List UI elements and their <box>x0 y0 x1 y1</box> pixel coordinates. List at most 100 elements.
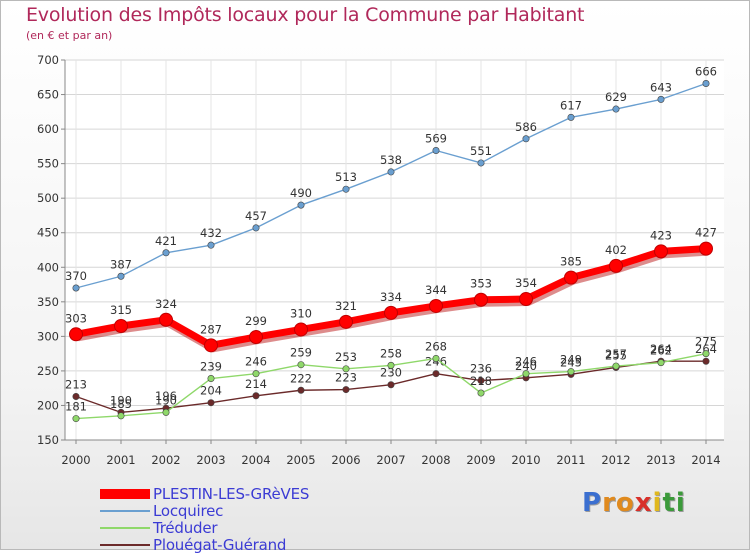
data-point <box>477 377 485 385</box>
legend-item: Tréduder <box>100 519 309 537</box>
data-label: 181 <box>65 400 87 414</box>
data-label: 569 <box>425 132 447 146</box>
data-label: 204 <box>200 384 222 398</box>
data-label: 262 <box>650 344 672 358</box>
logo-letter: o <box>615 488 635 518</box>
data-label: 354 <box>515 276 537 290</box>
data-label: 315 <box>110 303 132 317</box>
logo-letter: i <box>675 488 686 518</box>
data-point <box>564 270 578 285</box>
data-label: 385 <box>560 255 582 269</box>
x-tick-label: 2000 <box>61 453 90 467</box>
x-tick-label: 2010 <box>511 453 540 467</box>
data-point <box>204 338 218 353</box>
x-tick-label: 2014 <box>691 453 720 467</box>
data-point <box>342 386 350 394</box>
data-point <box>339 314 353 329</box>
x-tick-label: 2012 <box>601 453 630 467</box>
x-tick-label: 2013 <box>646 453 675 467</box>
data-label: 629 <box>605 90 627 104</box>
data-label: 321 <box>335 299 357 313</box>
x-tick-label: 2009 <box>466 453 495 467</box>
plot-area <box>65 60 724 440</box>
data-label: 370 <box>65 269 87 283</box>
data-point <box>249 330 263 345</box>
data-label: 222 <box>290 371 312 385</box>
legend: PLESTIN-LES-GRèVES Locquirec Tréduder Pl… <box>100 485 309 554</box>
data-label: 264 <box>695 342 717 356</box>
data-label: 344 <box>425 283 447 297</box>
data-label: 213 <box>65 377 87 391</box>
data-point <box>387 361 395 369</box>
x-tick-label: 2001 <box>106 453 135 467</box>
data-label: 259 <box>290 346 312 360</box>
data-point <box>522 370 530 378</box>
data-point <box>522 135 530 143</box>
y-tick-label: 600 <box>37 122 59 136</box>
data-label: 255 <box>605 348 627 362</box>
data-label: 617 <box>560 98 582 112</box>
logo-letter: r <box>602 488 616 518</box>
data-point <box>252 224 260 232</box>
y-tick-label: 400 <box>37 260 59 274</box>
data-point <box>207 241 215 249</box>
legend-swatch <box>100 543 150 546</box>
logo-letter: i <box>652 488 663 518</box>
data-point <box>207 399 215 407</box>
y-tick-label: 150 <box>37 433 59 447</box>
data-point <box>432 147 440 155</box>
chart-title: Evolution des Impôts locaux pour la Comm… <box>26 4 585 26</box>
data-point <box>297 386 305 394</box>
data-point <box>297 361 305 369</box>
data-label: 258 <box>380 346 402 360</box>
data-point <box>159 312 173 327</box>
data-point <box>387 381 395 389</box>
x-tick-label: 2002 <box>151 453 180 467</box>
data-point <box>429 298 443 313</box>
data-label: 310 <box>290 306 312 320</box>
data-point <box>162 249 170 257</box>
data-point <box>657 95 665 103</box>
data-point <box>702 79 710 87</box>
data-point <box>699 241 713 256</box>
y-tick-label: 200 <box>37 398 59 412</box>
data-point <box>252 392 260 400</box>
data-point <box>342 185 350 193</box>
data-point <box>654 244 668 259</box>
data-point <box>612 105 620 113</box>
data-label: 196 <box>155 389 177 403</box>
data-label: 257 <box>605 347 627 361</box>
y-tick-label: 350 <box>37 295 59 309</box>
legend-item: Plouégat-Guérand <box>100 536 309 554</box>
y-tick-label: 650 <box>37 88 59 102</box>
legend-swatch <box>100 509 150 512</box>
data-label: 513 <box>335 170 357 184</box>
data-point <box>72 392 80 400</box>
y-tick-label: 500 <box>37 191 59 205</box>
data-label: 387 <box>110 257 132 271</box>
y-tick-label: 550 <box>37 157 59 171</box>
data-label: 303 <box>65 311 87 325</box>
data-label: 223 <box>335 371 357 385</box>
data-label: 432 <box>200 226 222 240</box>
data-label: 324 <box>155 297 177 311</box>
data-point <box>117 272 125 280</box>
data-label: 643 <box>650 80 672 94</box>
x-tick-label: 2005 <box>286 453 315 467</box>
data-point <box>72 415 80 423</box>
data-label: 275 <box>695 335 717 349</box>
data-label: 490 <box>290 186 312 200</box>
data-point <box>702 350 710 358</box>
legend-item: PLESTIN-LES-GRèVES <box>100 485 309 503</box>
x-tick-label: 2008 <box>421 453 450 467</box>
logo-letter: x <box>634 488 653 518</box>
data-point <box>567 113 575 121</box>
data-point <box>477 159 485 167</box>
data-label: 402 <box>605 243 627 257</box>
data-label: 218 <box>470 374 492 388</box>
data-point <box>207 375 215 383</box>
data-label: 246 <box>245 355 267 369</box>
data-point <box>567 368 575 376</box>
data-label: 287 <box>200 322 222 336</box>
